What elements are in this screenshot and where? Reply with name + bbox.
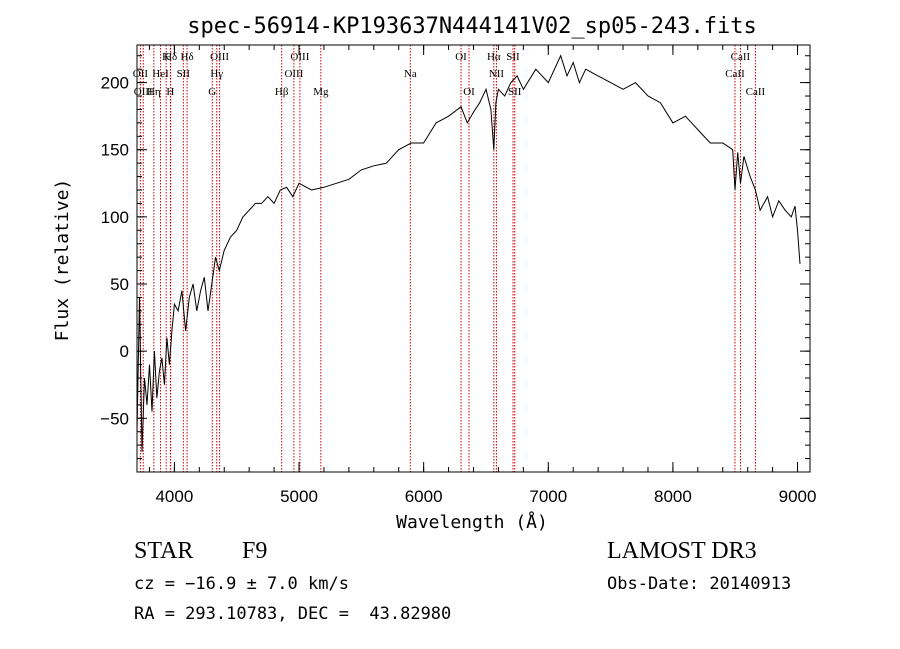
chart-title: spec-56914-KP193637N444141V02_sp05-243.f… — [187, 14, 757, 39]
line-label-SII: SII — [508, 86, 522, 98]
x-tick-label: 7000 — [529, 487, 567, 506]
line-label-NII: NII — [489, 68, 505, 80]
x-tick-label: 9000 — [779, 487, 817, 506]
x-tick-label: 6000 — [405, 487, 443, 506]
line-label-OI: OI — [455, 51, 467, 63]
x-axis-label: Wavelength (Å) — [396, 511, 548, 533]
line-label-OIII: OIII — [284, 68, 303, 80]
line-label-H: H — [166, 86, 174, 98]
y-tick-label: 0 — [120, 342, 129, 361]
line-label-Hδ: Hδ — [181, 51, 194, 63]
line-label-Hγ: Hγ — [210, 68, 223, 80]
line-label-CaII: CaII — [725, 68, 745, 80]
line-label-OIII: OIII — [210, 51, 229, 63]
line-label-SII: SII — [506, 51, 520, 63]
x-tick-label: 8000 — [654, 487, 692, 506]
x-axis: 4000 5000 6000 7000 8000 9000 — [148, 45, 817, 506]
object-class: STAR — [134, 538, 194, 564]
line-label-OII: OII — [133, 68, 149, 80]
line-label-Hβ: Hβ — [275, 86, 289, 98]
y-tick-label: 200 — [101, 74, 129, 93]
line-label-K: K — [162, 51, 170, 63]
spectrum-series-line — [136, 54, 801, 452]
line-label-Mg: Mg — [313, 86, 329, 98]
line-label-HeI: HeI — [152, 68, 169, 80]
line-label-OIII: OIII — [134, 86, 153, 98]
y-tick-label: −50 — [100, 409, 129, 428]
line-label-Na: Na — [404, 68, 417, 80]
line-label-CaII: CaII — [731, 51, 751, 63]
line-label-CaII: CaII — [746, 86, 766, 98]
y-tick-label: 100 — [101, 208, 129, 227]
redshift-text: cz = −16.9 ± 7.0 km/s — [134, 574, 349, 594]
object-subclass: F9 — [242, 538, 268, 564]
y-axis-label: Flux (relative) — [52, 179, 73, 342]
y-tick-label: 50 — [110, 275, 129, 294]
line-label-Hα: Hα — [487, 51, 501, 63]
observation-date: Obs-Date: 20140913 — [607, 574, 792, 594]
x-tick-label: 5000 — [280, 487, 318, 506]
line-label-OIII: OIII — [290, 51, 309, 63]
line-label-G: G — [208, 86, 216, 98]
y-axis: −50 0 50 100 150 200 — [100, 55, 810, 473]
x-tick-label: 4000 — [155, 487, 193, 506]
emission-line-markers — [139, 45, 756, 472]
survey-name: LAMOST DR3 — [607, 538, 757, 564]
plot-frame — [136, 44, 811, 473]
line-label-OI: OI — [463, 86, 475, 98]
y-tick-label: 150 — [101, 141, 129, 160]
coordinates-text: RA = 293.10783, DEC = 43.82980 — [134, 604, 452, 624]
line-label-Hη: Hη — [147, 86, 161, 98]
line-label-SII: SII — [177, 68, 191, 80]
